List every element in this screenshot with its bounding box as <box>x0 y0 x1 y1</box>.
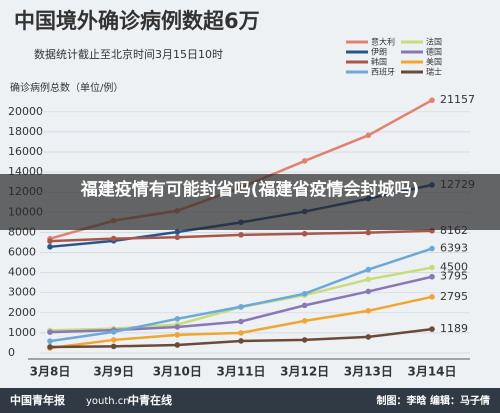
y-tick-label: 6000 <box>8 246 36 259</box>
series-line <box>49 247 433 343</box>
data-point <box>429 97 435 103</box>
data-point <box>429 273 435 280</box>
data-point <box>301 337 308 343</box>
data-point <box>301 158 308 164</box>
data-point <box>174 342 181 348</box>
legend-label: 伊朗 <box>371 47 387 57</box>
data-point <box>429 264 435 271</box>
legend-label: 韩国 <box>371 57 387 67</box>
data-point <box>174 324 181 330</box>
data-point <box>174 332 181 338</box>
data-point <box>238 303 244 310</box>
end-label: 6393 <box>440 242 468 255</box>
end-label: 3795 <box>440 270 468 283</box>
data-point <box>365 334 372 340</box>
legend-label: 西班牙 <box>371 67 395 77</box>
legend-label: 德国 <box>426 47 442 57</box>
legend-label: 美国 <box>426 57 442 67</box>
data-point <box>238 330 244 336</box>
data-point <box>365 307 372 314</box>
data-point <box>47 329 53 335</box>
data-point <box>365 132 372 139</box>
y-tick-label: 2000 <box>8 306 36 319</box>
x-tick-label: 3月8日 <box>30 365 71 379</box>
legend-label: 法国 <box>426 37 442 47</box>
logo: 中青在线 <box>128 393 172 407</box>
data-point <box>365 288 372 295</box>
x-tick-label: 3月9日 <box>93 365 134 379</box>
x-tick-label: 3月10日 <box>153 365 202 379</box>
data-point <box>47 238 53 244</box>
data-point <box>110 343 117 350</box>
overlay-banner: 福建疫情有可能封省吗(福建省疫情会封城吗) <box>0 174 500 230</box>
y-axis-label: 确诊病例总数（单位/例） <box>10 81 123 94</box>
data-point <box>365 266 372 273</box>
data-point <box>47 344 53 350</box>
data-point <box>238 232 244 238</box>
footer-bar <box>0 388 500 413</box>
data-point <box>429 245 435 252</box>
data-point <box>110 329 117 335</box>
x-tick-label: 3月12日 <box>280 365 329 379</box>
x-tick-label: 3月13日 <box>344 365 393 379</box>
data-point <box>301 290 308 297</box>
data-point <box>110 235 117 242</box>
end-label: 4500 <box>440 261 468 274</box>
data-point <box>174 229 181 235</box>
end-label: 1189 <box>440 322 468 335</box>
data-point <box>301 230 308 237</box>
y-tick-label: 1000 <box>8 326 36 339</box>
data-point <box>429 326 435 332</box>
data-point <box>110 337 117 343</box>
y-tick-label: 20000 <box>8 105 43 118</box>
data-point <box>238 338 244 344</box>
data-point <box>301 318 308 324</box>
logo: 中国青年报 <box>10 393 66 407</box>
data-point <box>238 318 244 325</box>
y-tick-label: 16000 <box>8 145 43 158</box>
data-point <box>47 244 53 250</box>
data-point <box>429 294 435 300</box>
data-point <box>301 302 308 309</box>
x-tick-label: 3月11日 <box>216 365 265 379</box>
data-point <box>365 276 372 283</box>
y-tick-label: 3000 <box>8 286 36 299</box>
chart-title: 中国境外确诊病例数超6万 <box>14 9 260 33</box>
end-label: 21157 <box>440 93 475 106</box>
data-point <box>365 229 372 236</box>
y-tick-label: 4000 <box>8 266 36 279</box>
x-tick-label: 3月14日 <box>407 365 456 379</box>
data-point <box>174 316 181 322</box>
y-tick-label: 0 <box>8 346 15 359</box>
logo: youth.cn <box>86 396 130 407</box>
y-tick-label: 18000 <box>8 125 43 138</box>
end-label: 2795 <box>440 290 468 303</box>
legend-label: 意大利 <box>371 37 395 47</box>
legend-label: 瑞士 <box>426 67 442 77</box>
data-point <box>174 234 181 241</box>
credit: 制图：李晗 编辑：马子倩 <box>377 394 490 407</box>
data-point <box>47 338 53 344</box>
chart-subtitle: 数据统计截止至北京时间3月15日10时 <box>34 47 223 61</box>
